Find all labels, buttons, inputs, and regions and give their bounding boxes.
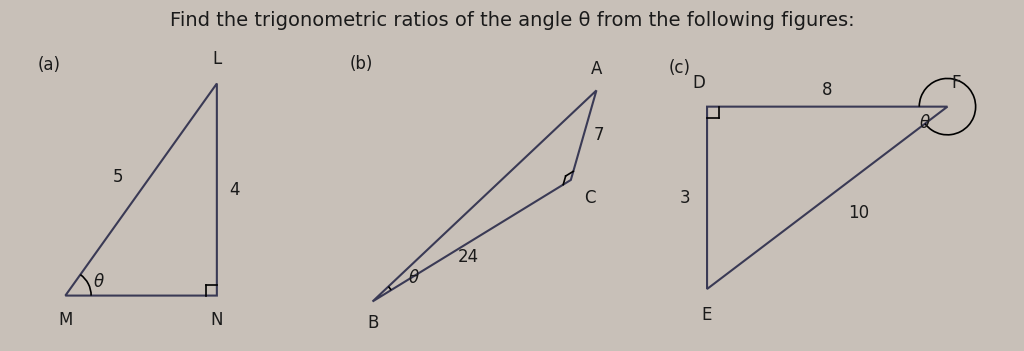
Text: 24: 24 (458, 248, 479, 266)
Text: θ: θ (94, 273, 104, 291)
Text: Find the trigonometric ratios of the angle θ from the following figures:: Find the trigonometric ratios of the ang… (170, 11, 854, 29)
Text: 10: 10 (848, 204, 869, 222)
Text: 4: 4 (229, 180, 240, 199)
Text: L: L (212, 50, 221, 68)
Text: E: E (701, 306, 713, 324)
Text: 3: 3 (680, 189, 690, 207)
Text: F: F (951, 74, 961, 92)
Text: (b): (b) (349, 55, 373, 73)
Text: D: D (692, 74, 706, 92)
Text: C: C (584, 189, 595, 207)
Text: M: M (58, 311, 73, 329)
Text: 8: 8 (822, 81, 833, 99)
Text: (a): (a) (38, 56, 61, 74)
Text: θ: θ (920, 114, 930, 132)
Text: B: B (367, 314, 378, 332)
Text: 7: 7 (594, 126, 604, 144)
Text: N: N (211, 311, 223, 329)
Text: A: A (591, 60, 602, 78)
Text: (c): (c) (669, 59, 691, 77)
Text: θ: θ (409, 270, 419, 287)
Text: 5: 5 (113, 168, 123, 186)
